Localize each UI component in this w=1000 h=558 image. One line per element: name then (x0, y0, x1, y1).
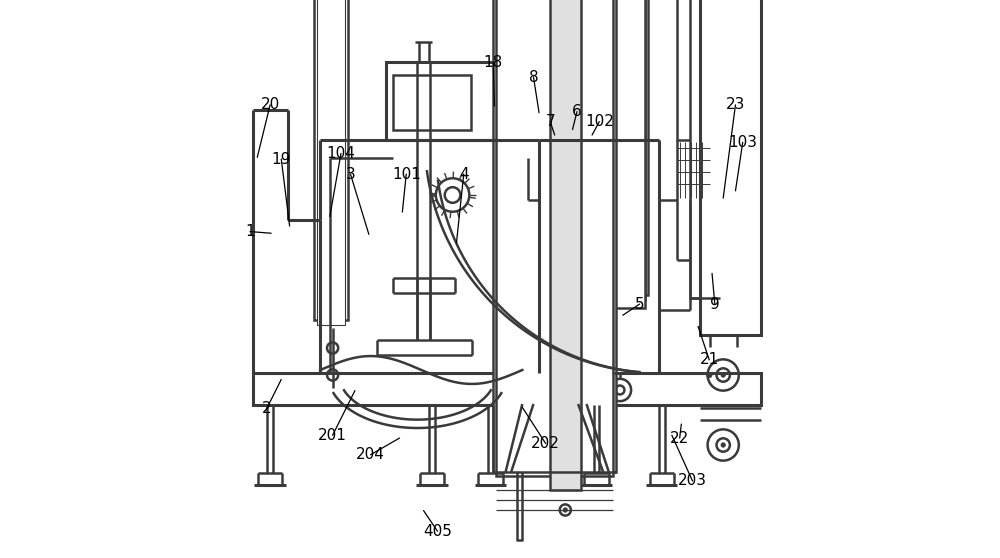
Text: 7: 7 (545, 114, 555, 129)
Text: 405: 405 (423, 524, 452, 538)
Text: 8: 8 (529, 70, 538, 84)
Text: 19: 19 (272, 152, 291, 166)
Bar (393, 75, 471, 130)
Bar (508, 0, 645, 300)
Text: 20: 20 (260, 98, 280, 112)
Bar (700, 0, 761, 335)
Text: 2: 2 (262, 401, 272, 416)
Text: 4: 4 (459, 167, 469, 181)
Bar (677, 0, 710, 140)
Circle shape (721, 442, 725, 447)
Circle shape (706, 372, 712, 378)
Text: 103: 103 (728, 135, 757, 150)
Text: 202: 202 (531, 436, 560, 451)
Circle shape (563, 508, 568, 512)
Bar (496, 0, 613, 476)
Text: 18: 18 (484, 55, 503, 70)
Bar (690, 0, 720, 298)
Text: 21: 21 (700, 353, 719, 367)
Text: 9: 9 (710, 297, 720, 311)
Circle shape (721, 373, 725, 377)
Text: 102: 102 (585, 114, 614, 129)
Text: 22: 22 (670, 431, 689, 445)
Text: 3: 3 (346, 167, 355, 181)
Bar (508, 0, 645, 308)
Bar (317, 0, 345, 325)
Bar (386, 62, 573, 140)
Bar (493, 0, 616, 472)
Bar (550, 0, 581, 490)
Bar (253, 373, 761, 405)
Bar (314, 0, 348, 320)
Text: 5: 5 (635, 297, 644, 311)
Bar (506, 0, 648, 295)
Text: 201: 201 (318, 428, 347, 442)
Text: 203: 203 (678, 474, 707, 488)
Text: 23: 23 (726, 98, 745, 112)
Text: 6: 6 (572, 104, 582, 119)
Text: 104: 104 (327, 146, 355, 161)
Text: 204: 204 (356, 448, 385, 462)
Text: 1: 1 (245, 224, 255, 239)
Text: 101: 101 (392, 167, 421, 181)
